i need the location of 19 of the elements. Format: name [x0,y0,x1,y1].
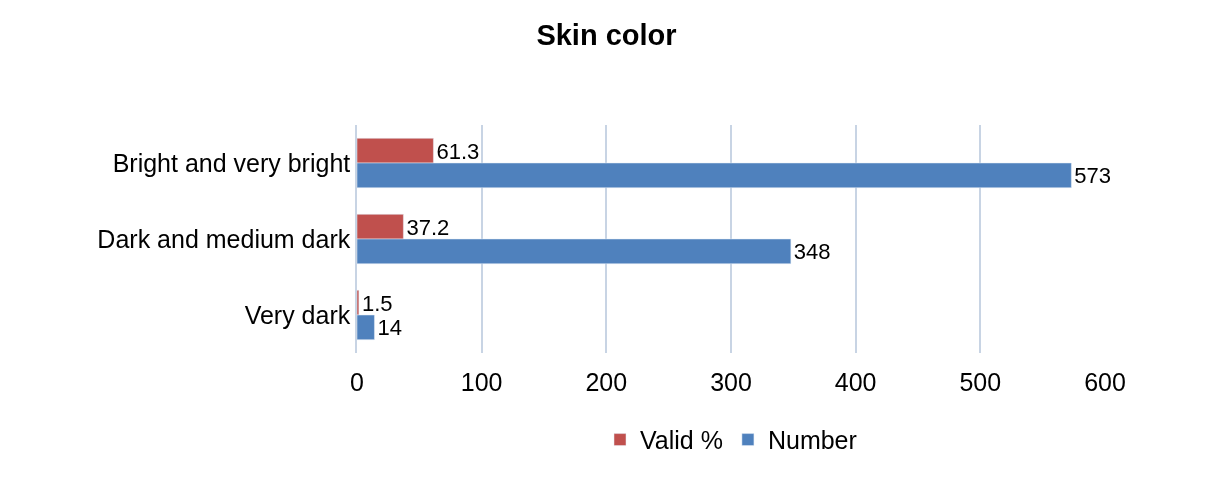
legend-label: Valid % [640,426,723,455]
chart-title: Skin color [536,18,677,51]
x-tick-label: 400 [834,368,877,396]
x-tick-label: 500 [959,368,1002,396]
data-label: 14 [377,315,402,341]
x-tick-label: 0 [350,368,364,396]
x-tick-label: 200 [585,368,628,396]
y-tick-label: Very dark [244,300,351,329]
x-tick-label: 300 [710,368,752,396]
data-label: 37.2 [406,214,450,240]
data-label: 573 [1074,163,1112,189]
y-tick-label: Dark and medium dark [97,224,351,253]
y-tick-label: Bright and very bright [112,148,351,177]
x-tick-label: 600 [1084,368,1126,396]
x-tick-label: 100 [460,368,503,396]
data-label: 61.3 [436,138,480,164]
data-label: 348 [793,239,831,265]
legend-label: Number [767,426,857,455]
data-label: 1.5 [361,290,393,316]
